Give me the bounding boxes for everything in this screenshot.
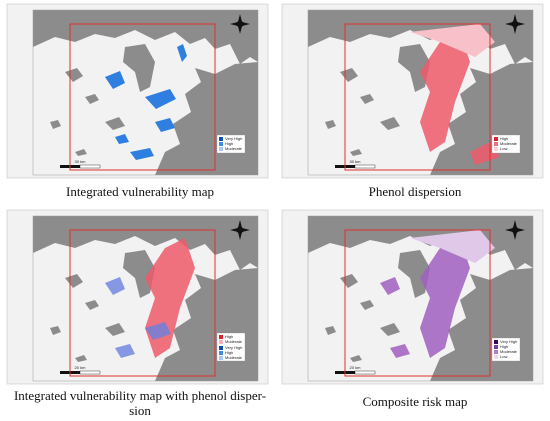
scale-label: 20 km [75,365,87,370]
scale-label: 30 km [75,159,87,164]
legend-label: High [225,141,233,146]
panel: Very High High Moderate Low 20 km [281,209,544,385]
legend-label: Low [500,146,507,151]
legend-label: Very High [225,345,242,350]
legend-label: High [500,344,508,349]
caption: Integrated vulnerability map [66,184,214,199]
legend-label: High [225,350,233,355]
caption: Integrated vulnerability map with phenol… [14,388,266,403]
legend-label: Moderate [500,349,518,354]
legend-label: Moderate [225,146,243,151]
scale-label: 30 km [350,159,362,164]
caption: sion [129,403,151,418]
legend-label: Very High [500,339,517,344]
legend-label: Moderate [500,141,518,146]
panel: Very High High Moderate 30 km [6,3,269,179]
caption: Phenol dispersion [369,184,462,199]
caption: Composite risk map [363,394,468,409]
panel: High Moderate Low 30 km [281,3,544,179]
legend-label: High [500,136,508,141]
panel: High Moderate Very High High Moderate 20… [6,209,269,385]
scale-label: 20 km [350,365,362,370]
legend-label: Moderate [225,355,243,360]
legend-label: High [225,334,233,339]
legend-label: Moderate [225,339,243,344]
legend-label: Low [500,354,507,359]
legend-label: Very High [225,136,242,141]
